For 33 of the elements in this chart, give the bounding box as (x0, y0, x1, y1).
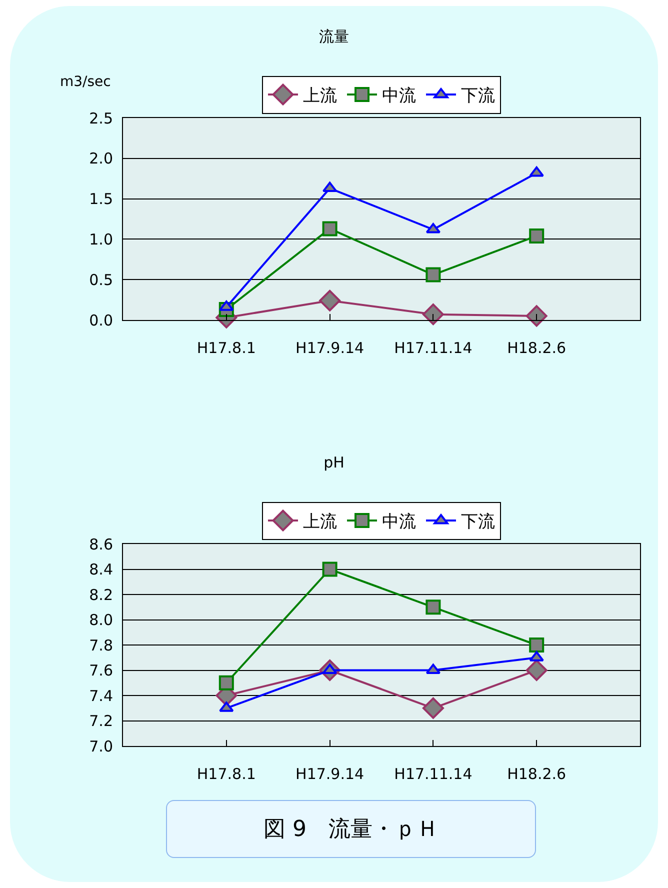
x-tick-label: H17.11.14 (394, 339, 472, 357)
y-tick-label: 1.5 (89, 190, 113, 208)
x-tick-label: H17.9.14 (296, 765, 364, 783)
chart-title: pH (324, 454, 344, 472)
legend-label: 下流 (461, 512, 495, 532)
y-axis-title: m3/sec (60, 74, 111, 90)
x-tick-label: H17.9.14 (296, 339, 364, 357)
y-tick-label: 0.5 (89, 270, 113, 289)
legend-label: 上流 (303, 512, 337, 532)
y-tick-label: 7.2 (89, 712, 113, 730)
x-tick-label: H17.8.1 (196, 765, 256, 783)
x-tick-label: H18.2.6 (507, 765, 566, 783)
y-tick-label: 2.0 (89, 150, 113, 168)
y-tick-label: 7.0 (89, 737, 113, 756)
legend-label: 中流 (382, 86, 416, 106)
y-tick-label: 8.6 (89, 535, 113, 554)
x-tick-label: H17.8.1 (196, 339, 256, 357)
y-tick-label: 8.2 (89, 586, 113, 604)
legend-label: 上流 (303, 86, 337, 106)
chart-title: 流量 (319, 28, 349, 46)
y-tick-label: 7.6 (89, 662, 113, 680)
y-tick-label: 7.4 (89, 686, 113, 705)
legend-label: 中流 (382, 512, 416, 532)
caption: 図 9 流量・ｐＨ (166, 800, 536, 858)
y-tick-label: 7.8 (89, 636, 113, 654)
y-tick-label: 8.0 (89, 611, 113, 629)
y-tick-label: 0.0 (89, 311, 113, 330)
y-tick-label: 2.5 (89, 109, 113, 128)
y-tick-label: 1.0 (89, 230, 113, 248)
y-tick-label: 8.4 (89, 560, 113, 578)
x-tick-label: H18.2.6 (507, 339, 566, 357)
x-tick-label: H17.11.14 (394, 765, 472, 783)
legend-label: 下流 (461, 86, 495, 106)
